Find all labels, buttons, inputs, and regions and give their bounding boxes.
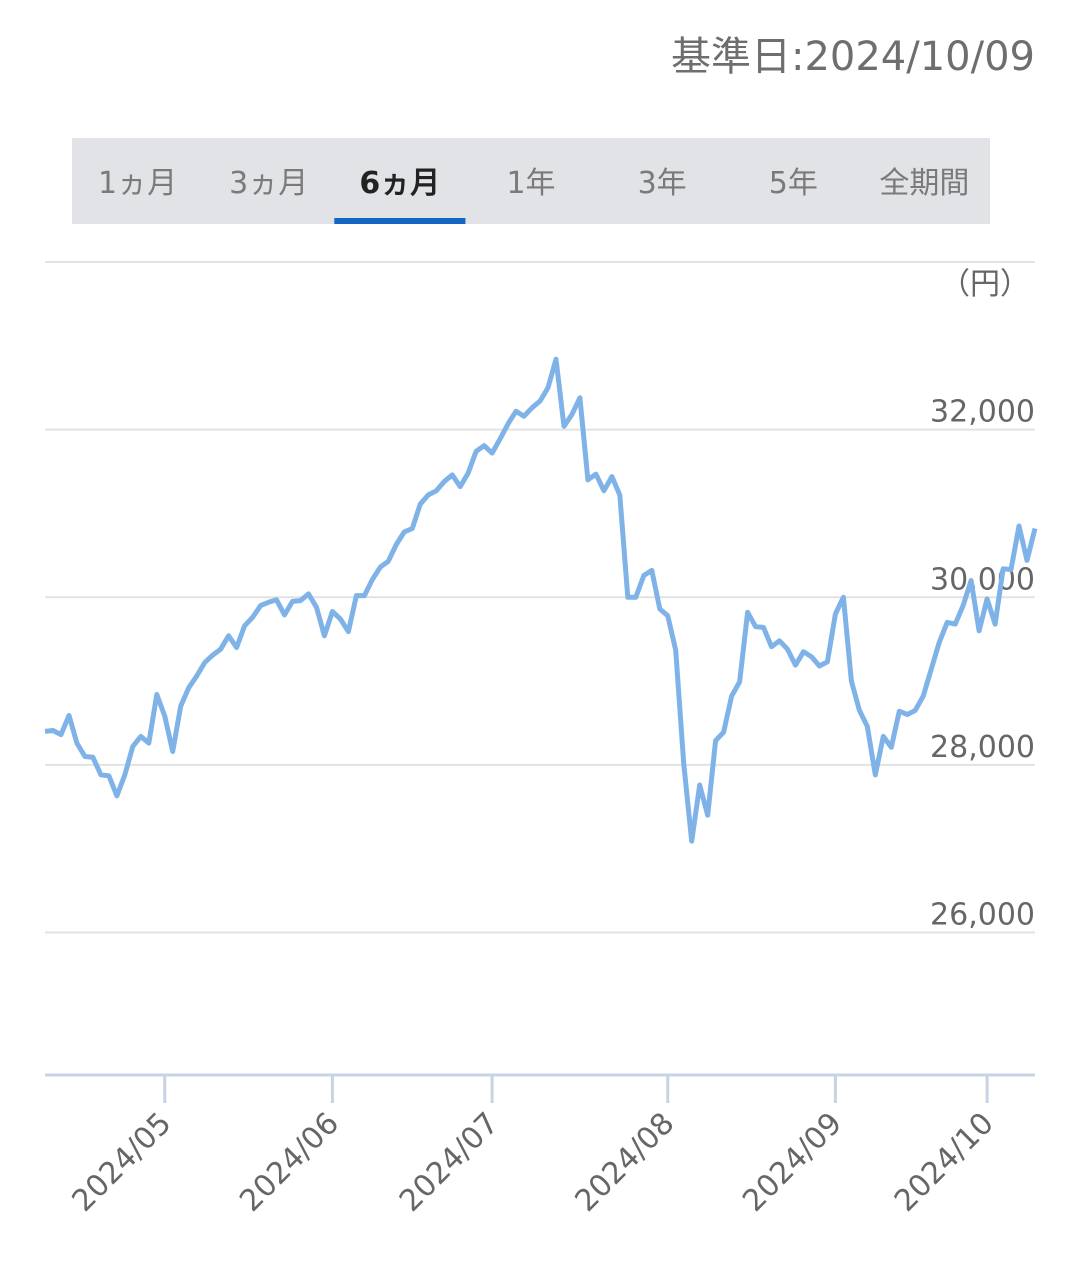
tab[interactable]: 3年 bbox=[638, 166, 687, 201]
tab[interactable]: 5年 bbox=[769, 166, 818, 201]
base-date: 基準日:2024/10/09 bbox=[671, 34, 1035, 80]
x-tick-label: 2024/07 bbox=[393, 1106, 506, 1219]
tab[interactable]: 全期間 bbox=[879, 166, 969, 201]
tab[interactable]: 1年 bbox=[506, 166, 555, 201]
x-tick-label: 2024/08 bbox=[569, 1106, 682, 1219]
y-tick-label: 28,000 bbox=[930, 730, 1035, 765]
tabs: 1ヵ月 3ヵ月 6ヵ月 1年 3年 5年 全期間 bbox=[98, 166, 969, 224]
tab[interactable]: 1ヵ月 bbox=[98, 166, 177, 201]
tab[interactable]: 3ヵ月 bbox=[229, 166, 308, 201]
active-tab-indicator bbox=[334, 218, 466, 224]
x-tick-label: 2024/05 bbox=[66, 1106, 179, 1219]
plot: 26,000 28,000 30,000 32,000 2024/05 2024/06 20… bbox=[44, 356, 1038, 1219]
y-tick-label: 26,000 bbox=[930, 898, 1035, 933]
unit-label: （円） bbox=[940, 267, 1030, 302]
tab-bar bbox=[72, 138, 990, 224]
price-line bbox=[44, 356, 1038, 844]
y-tick-label: 30,000 bbox=[930, 562, 1035, 597]
x-tick-label: 2024/10 bbox=[888, 1106, 1001, 1219]
y-tick-label: 32,000 bbox=[930, 395, 1035, 430]
x-tick-label: 2024/06 bbox=[233, 1106, 346, 1219]
x-tick-label: 2024/09 bbox=[736, 1106, 849, 1219]
tab[interactable]: 6ヵ月 bbox=[359, 166, 440, 201]
